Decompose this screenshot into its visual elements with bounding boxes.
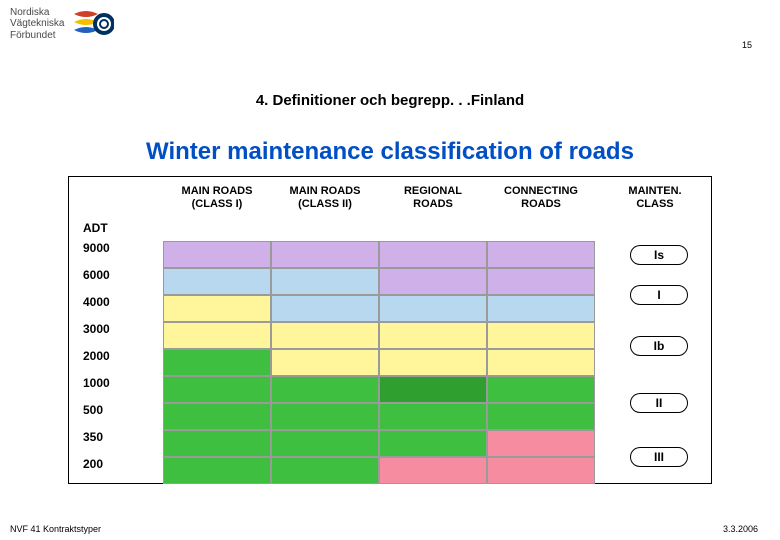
chart-title: Winter maintenance classification of roa… [0,138,780,166]
adt-label: ADT [83,221,108,235]
grid-cell [163,349,271,376]
grid-cell [271,322,379,349]
class-pill-wrap: II [625,376,693,430]
grid-cell [163,376,271,403]
grid-row [163,241,595,268]
grid-cell [379,376,487,403]
grid-cell [163,403,271,430]
grid-cell [379,430,487,457]
grid-row [163,376,595,403]
grid-row [163,322,595,349]
grid-cell [487,403,595,430]
class-pill-wrap: Ib [625,322,693,371]
adt-tick: 6000 [83,268,110,295]
grid-cell [271,457,379,484]
logo: Nordiska Vägtekniska Förbundet [10,6,114,42]
grid-cell [271,268,379,295]
grid-row [163,430,595,457]
grid-cell [487,268,595,295]
grid-cell [163,241,271,268]
grid-cell [487,430,595,457]
column-header: REGIONALROADS [379,185,487,210]
grid-cell [379,241,487,268]
logo-line: Förbundet [10,30,64,42]
class-pill: III [630,447,688,467]
grid-cell [163,430,271,457]
class-pill-wrap: Is [625,241,693,268]
logo-line: Vägtekniska [10,18,64,30]
adt-tick: 1000 [83,376,110,403]
grid-row [163,457,595,484]
logo-text: Nordiska Vägtekniska Förbundet [10,7,64,42]
logo-line: Nordiska [10,7,64,19]
grid-cell [487,295,595,322]
class-pill-wrap: III [625,430,693,484]
class-pill: Is [630,245,688,265]
class-pill: I [630,285,688,305]
grid-cell [379,349,487,376]
grid-cell [271,295,379,322]
grid-cell [379,403,487,430]
grid-cell [163,457,271,484]
maintenance-class-column: IsIIbIIIII [625,241,693,484]
grid-cell [271,403,379,430]
adt-axis: 900060004000300020001000500350200 [83,241,110,484]
grid-cell [163,268,271,295]
grid-cell [163,295,271,322]
adt-tick: 350 [83,430,110,457]
grid-cell [271,376,379,403]
grid-cell [379,457,487,484]
grid-cell [487,349,595,376]
grid-cell [487,322,595,349]
grid-row [163,403,595,430]
column-header: MAIN ROADS(CLASS II) [271,185,379,210]
grid-cell [487,457,595,484]
column-header: MAINTEN.CLASS [607,185,703,210]
logo-icon [72,6,114,42]
grid-cell [379,268,487,295]
grid-cell [379,295,487,322]
grid-cell [487,241,595,268]
grid-cell [379,322,487,349]
column-header: MAIN ROADS(CLASS I) [163,185,271,210]
grid-row [163,295,595,322]
grid-cell [487,376,595,403]
grid-cell [163,322,271,349]
column-header: CONNECTINGROADS [487,185,595,210]
class-pill: Ib [630,336,688,356]
grid-row [163,268,595,295]
grid-row [163,349,595,376]
slide-heading: 4. Definitioner och begrepp. . .Finland [0,92,780,109]
grid-cell [271,430,379,457]
adt-tick: 4000 [83,295,110,322]
footer-right: 3.3.2006 [723,524,758,534]
adt-tick: 2000 [83,349,110,376]
adt-tick: 3000 [83,322,110,349]
color-grid [163,241,595,484]
grid-cell [271,349,379,376]
column-headers: MAIN ROADS(CLASS I)MAIN ROADS(CLASS II)R… [163,185,703,210]
page-number: 15 [742,40,752,50]
adt-tick: 200 [83,457,110,484]
grid-cell [271,241,379,268]
footer-left: NVF 41 Kontraktstyper [10,524,101,534]
class-pill-wrap: I [625,268,693,322]
classification-chart: MAIN ROADS(CLASS I)MAIN ROADS(CLASS II)R… [68,176,712,484]
adt-tick: 500 [83,403,110,430]
class-pill: II [630,393,688,413]
adt-tick: 9000 [83,241,110,268]
